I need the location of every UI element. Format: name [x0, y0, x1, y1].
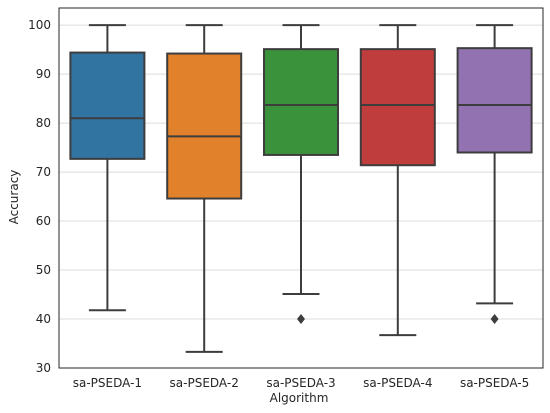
x-tick-label: sa-PSEDA-1 — [73, 376, 142, 390]
x-tick-label: sa-PSEDA-3 — [266, 376, 335, 390]
box-sa-PSEDA-4 — [359, 24, 436, 337]
x-tick-label: sa-PSEDA-4 — [363, 376, 432, 390]
y-tick-label: 40 — [36, 312, 51, 326]
x-tick-label: sa-PSEDA-5 — [460, 376, 529, 390]
outlier-point — [490, 314, 499, 325]
boxes — [69, 24, 533, 353]
y-tick-label: 50 — [36, 263, 51, 277]
iqr-box — [456, 47, 533, 154]
iqr-box — [359, 48, 436, 167]
y-axis-label: Accuracy — [7, 170, 21, 225]
x-axis-label: Algorithm — [270, 391, 329, 405]
iqr-box — [69, 51, 146, 160]
box-sa-PSEDA-3 — [263, 24, 339, 325]
y-tick-label: 60 — [36, 214, 51, 228]
box-sa-PSEDA-2 — [166, 24, 243, 353]
iqr-box — [166, 52, 243, 200]
x-tick-label: sa-PSEDA-2 — [170, 376, 239, 390]
plot-frame — [58, 7, 544, 369]
box-sa-PSEDA-5 — [456, 24, 533, 325]
iqr-box — [263, 48, 339, 156]
y-tick-label: 30 — [36, 361, 51, 375]
y-tick-label: 90 — [36, 67, 51, 81]
box-sa-PSEDA-1 — [69, 24, 146, 312]
y-tick-label: 70 — [36, 165, 51, 179]
y-tick-label: 80 — [36, 116, 51, 130]
y-tick-label: 100 — [28, 18, 51, 32]
plot-border — [58, 7, 544, 369]
outlier-point — [297, 314, 305, 325]
tick-labels: 30 40 50 60 70 80 90 100 sa-PSEDA-1 sa-PSEDA-2 sa-… — [28, 18, 529, 390]
